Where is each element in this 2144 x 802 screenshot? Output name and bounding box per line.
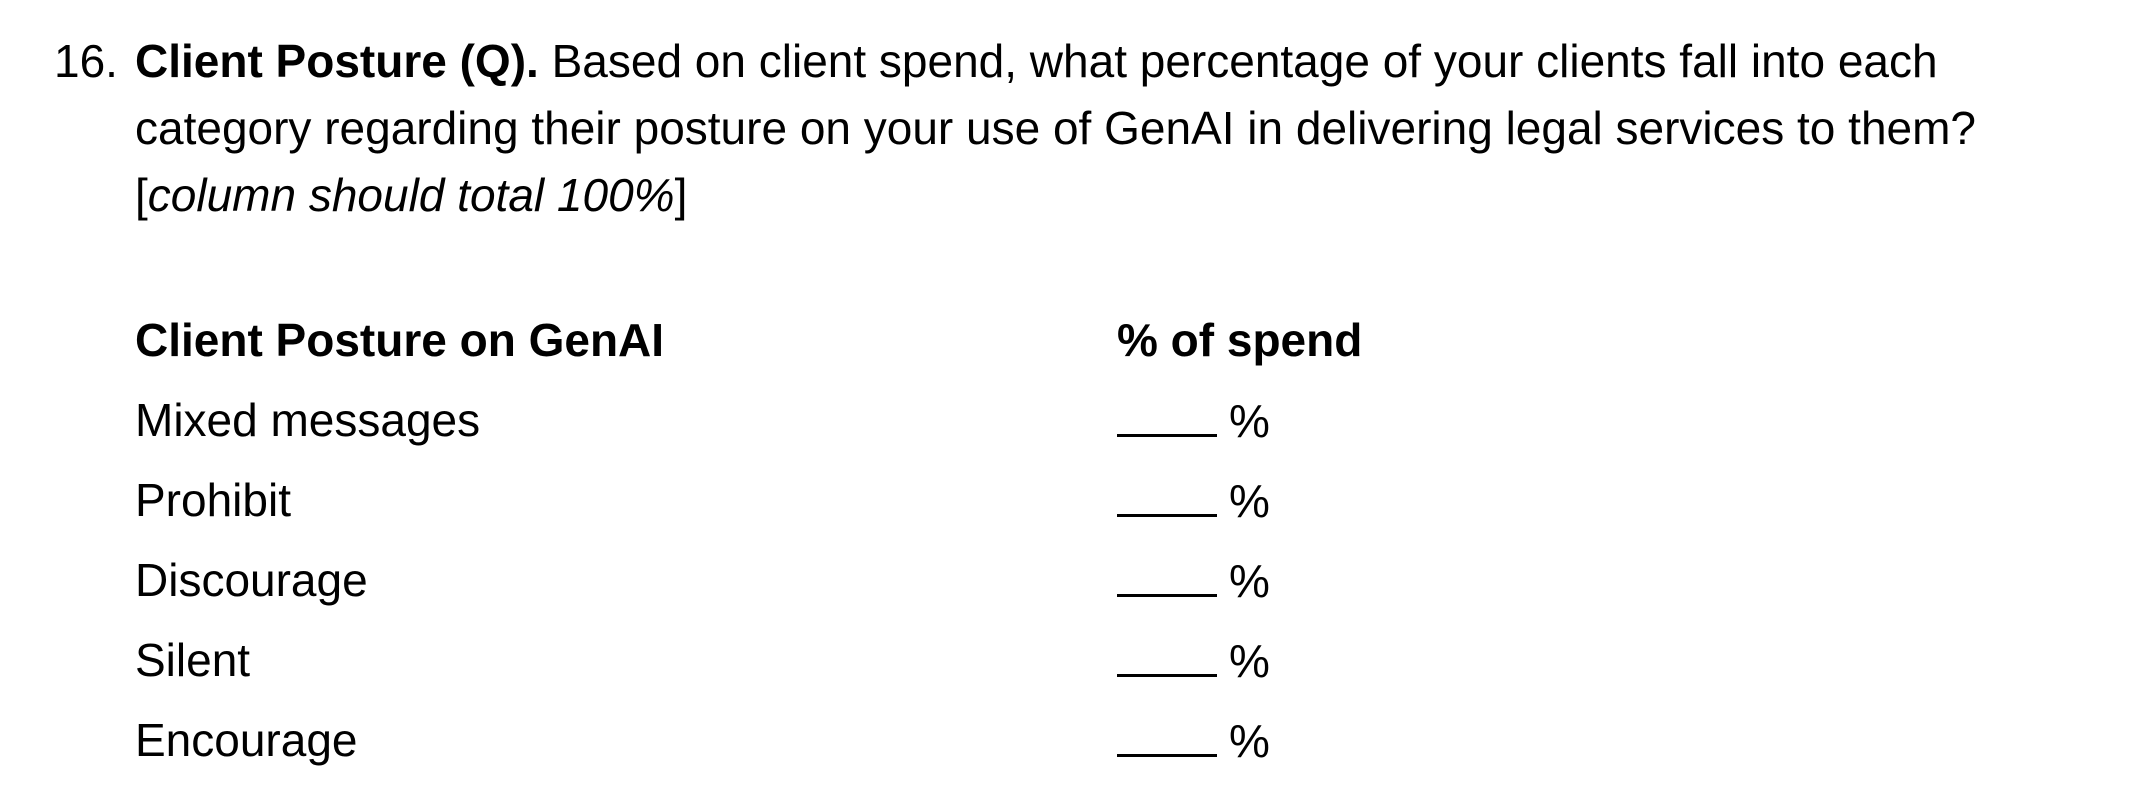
percent-sign: %: [1229, 475, 1270, 527]
spend-cell: %: [1117, 470, 1270, 531]
spend-cell: %: [1117, 630, 1270, 691]
row-label-mixed-messages: Mixed messages: [135, 394, 481, 446]
question-title: Client Posture (Q).: [135, 35, 539, 87]
question-text: Client Posture (Q). Based on client spen…: [135, 28, 2114, 229]
spend-input-prohibit[interactable]: [1117, 470, 1217, 517]
spend-input-silent[interactable]: [1117, 630, 1217, 677]
question-number: 16.: [54, 35, 118, 87]
spend-input-discourage[interactable]: [1117, 550, 1217, 597]
row-label-encourage: Encourage: [135, 714, 358, 766]
question-block: 16. Client Posture (Q). Based on client …: [54, 28, 2114, 229]
row-label-discourage: Discourage: [135, 554, 368, 606]
row-label-silent: Silent: [135, 634, 251, 686]
column-header-spend: % of spend: [1117, 314, 1363, 366]
percent-sign: %: [1229, 555, 1270, 607]
spend-cell: %: [1117, 390, 1270, 451]
percent-sign: %: [1229, 395, 1270, 447]
spend-input-mixed-messages[interactable]: [1117, 390, 1217, 437]
column-header-posture: Client Posture on GenAI: [135, 314, 665, 366]
question-prompt: Based on client spend, what percentage o…: [135, 35, 1977, 221]
percent-sign: %: [1229, 715, 1270, 767]
row-label-prohibit: Prohibit: [135, 474, 291, 526]
spend-cell: %: [1117, 710, 1270, 771]
question-note-close: ]: [674, 169, 688, 221]
spend-input-encourage[interactable]: [1117, 710, 1217, 757]
percent-sign: %: [1229, 635, 1270, 687]
question-note: column should total 100%: [147, 169, 675, 221]
spend-cell: %: [1117, 550, 1270, 611]
